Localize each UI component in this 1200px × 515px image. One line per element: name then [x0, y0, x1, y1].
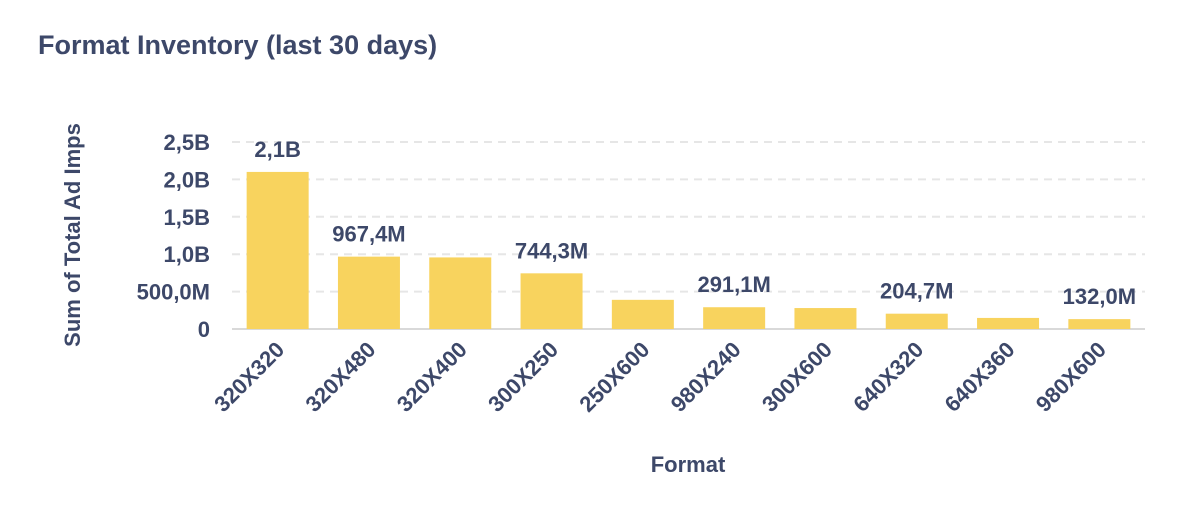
bar-320X400[interactable]	[429, 257, 492, 329]
data-label: 2,1B	[254, 137, 300, 162]
data-label: 744,3M	[515, 238, 588, 263]
y-tick-label: 1,5B	[164, 205, 210, 230]
x-tick-label: 320X480	[301, 337, 381, 417]
y-tick-label: 1,0B	[164, 242, 210, 267]
data-label: 132,0M	[1063, 284, 1136, 309]
x-tick-label: 980X240	[666, 337, 746, 417]
bar-300X250[interactable]	[520, 273, 583, 329]
y-tick-label: 0	[198, 317, 210, 342]
bar-980X240[interactable]	[703, 307, 766, 329]
data-label: 204,7M	[880, 279, 953, 304]
chart-title: Format Inventory (last 30 days)	[38, 30, 438, 60]
x-tick-label: 980X600	[1031, 337, 1111, 417]
bar-320X320[interactable]	[246, 171, 309, 329]
x-tick-label: 320X400	[392, 337, 472, 417]
x-tick-label: 640X320	[848, 337, 928, 417]
x-tick-label: 300X600	[757, 337, 837, 417]
y-axis-title: Sum of Total Ad Imps	[60, 123, 85, 347]
x-tick-label: 320X320	[209, 337, 289, 417]
x-tick-label: 640X360	[940, 337, 1020, 417]
bar-980X600[interactable]	[1068, 319, 1131, 329]
x-axis-title: Format	[651, 452, 726, 477]
bar-640X320[interactable]	[885, 313, 948, 329]
bar-300X600[interactable]	[794, 308, 857, 329]
y-tick-label: 500,0M	[137, 280, 210, 305]
y-tick-label: 2,5B	[164, 130, 210, 155]
bar-320X480[interactable]	[337, 256, 400, 329]
data-label: 291,1M	[697, 272, 770, 297]
x-tick-label: 300X250	[483, 337, 563, 417]
y-tick-label: 2,0B	[164, 167, 210, 192]
x-tick-label: 250X600	[574, 337, 654, 417]
bar-640X360[interactable]	[977, 317, 1040, 329]
bar-250X600[interactable]	[611, 299, 674, 329]
data-label: 967,4M	[332, 222, 405, 247]
